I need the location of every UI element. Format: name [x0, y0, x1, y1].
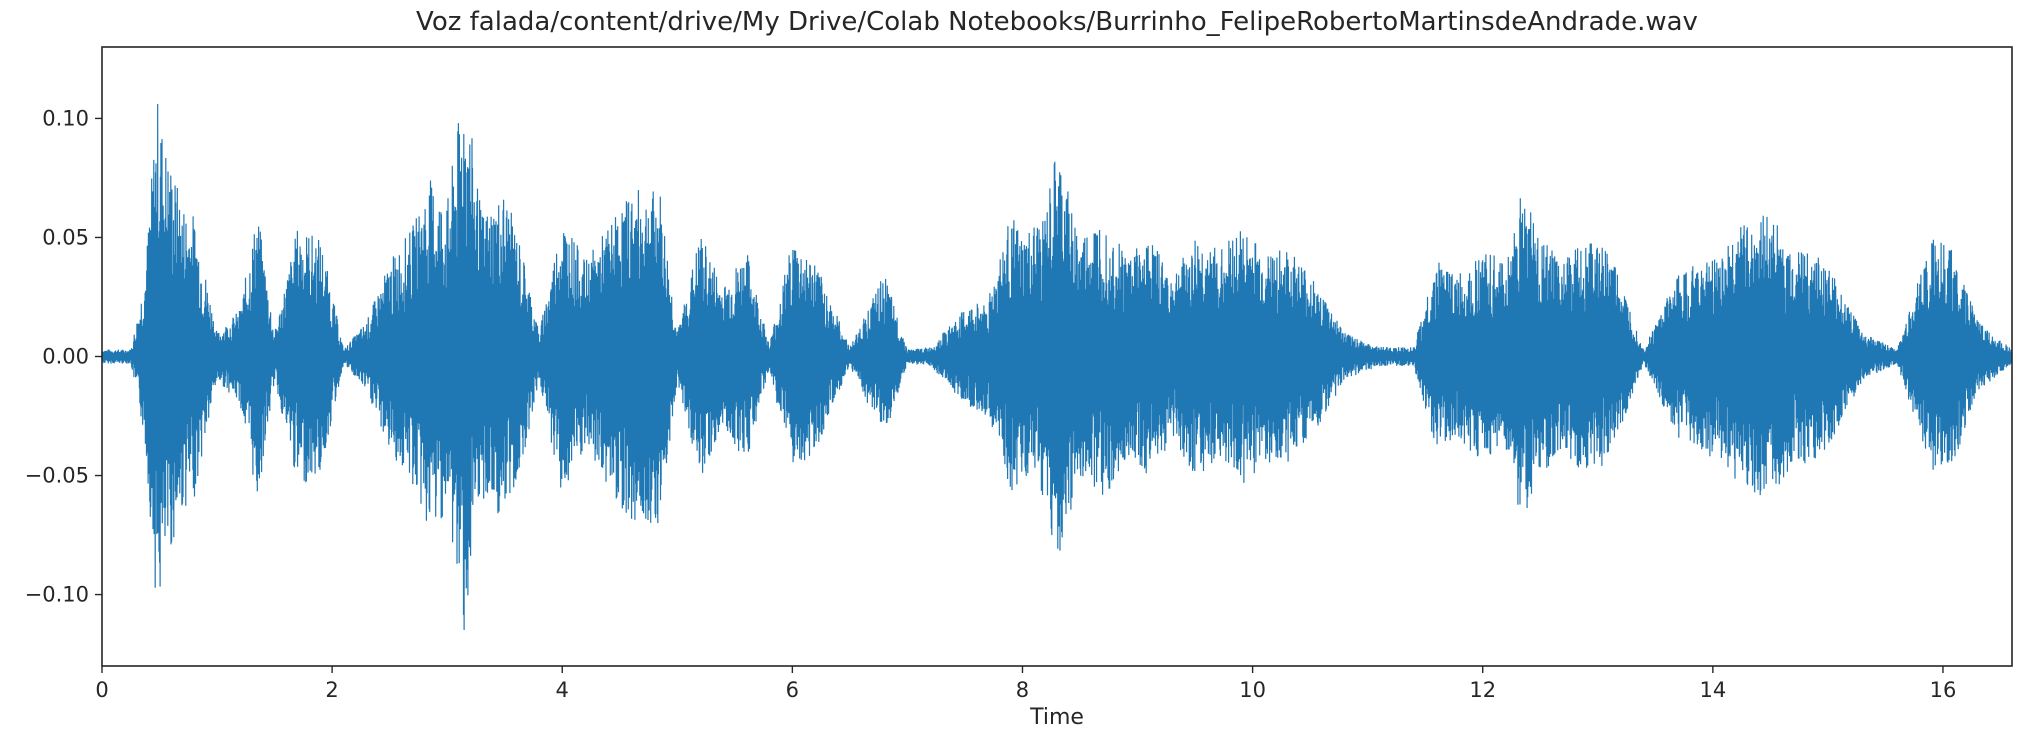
- waveform-line: [101, 103, 2013, 631]
- y-axis: 0.10 0.05 0.00 −0.05 −0.10: [25, 106, 102, 607]
- y-tick-label: 0.10: [42, 106, 89, 130]
- x-tick-label: 2: [325, 678, 338, 702]
- x-tick-label: 10: [1239, 678, 1266, 702]
- x-tick-label: 8: [1016, 678, 1029, 702]
- x-tick-label: 14: [1699, 678, 1726, 702]
- x-axis: 0 2 4 6 8 10 12 14 16: [95, 666, 1956, 702]
- y-tick-label: −0.10: [25, 583, 89, 607]
- y-tick-label: 0.05: [42, 225, 89, 249]
- x-tick-label: 6: [786, 678, 799, 702]
- x-tick-label: 16: [1930, 678, 1957, 702]
- x-tick-label: 0: [95, 678, 108, 702]
- x-tick-label: 12: [1469, 678, 1496, 702]
- waveform-series: [101, 103, 2013, 631]
- chart-title: Voz falada/content/drive/My Drive/Colab …: [416, 7, 1698, 37]
- x-tick-label: 4: [556, 678, 569, 702]
- x-axis-label: Time: [1029, 705, 1084, 730]
- y-tick-label: 0.00: [42, 345, 89, 369]
- y-tick-label: −0.05: [25, 464, 89, 488]
